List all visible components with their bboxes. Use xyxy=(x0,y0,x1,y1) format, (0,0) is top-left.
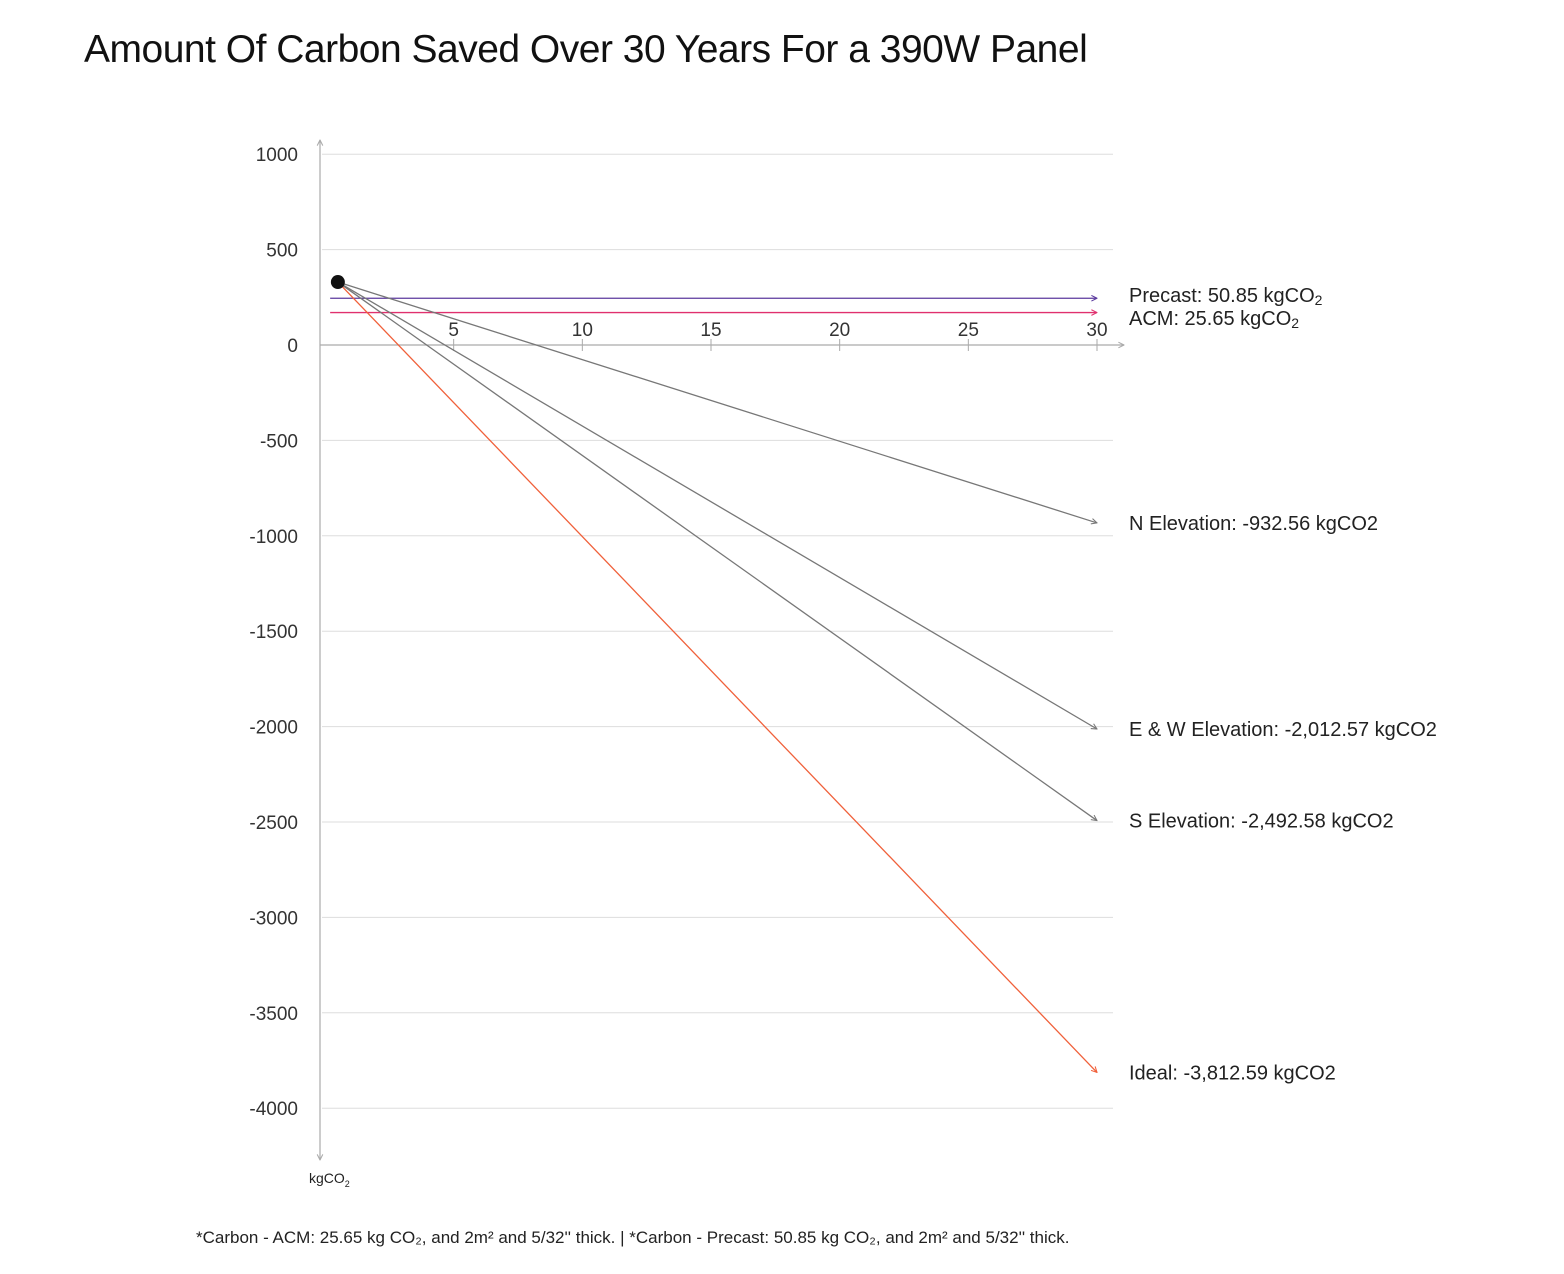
y-tick-label: -1000 xyxy=(249,527,298,548)
gridlines xyxy=(322,153,1113,1109)
series-line-e-w-elevation xyxy=(337,281,1097,729)
series-label-acm: ACM: 25.65 kgCO2 xyxy=(1129,308,1299,331)
y-tick-label: -3500 xyxy=(249,1004,298,1025)
y-tick-label: -2500 xyxy=(249,813,298,834)
series-line-n-elevation xyxy=(337,281,1097,523)
y-tick-label: 500 xyxy=(266,241,298,262)
series-label-precast: Precast: 50.85 kgCO2 xyxy=(1129,285,1323,308)
series-line-ideal xyxy=(337,281,1097,1072)
series-label-s-elevation: S Elevation: -2,492.58 kgCO2 xyxy=(1129,811,1394,833)
series-label-n-elevation: N Elevation: -932.56 kgCO2 xyxy=(1129,513,1378,535)
x-tick-label: 30 xyxy=(1086,320,1107,341)
y-tick-label: -500 xyxy=(260,431,298,452)
axis-unit-label: kgCO2 xyxy=(309,1170,350,1189)
y-tick-label: -4000 xyxy=(249,1099,298,1120)
x-tick-label: 10 xyxy=(572,320,593,341)
x-tick-label: 15 xyxy=(700,320,721,341)
y-tick-label: -1500 xyxy=(249,622,298,643)
y-tick-label: -3000 xyxy=(249,908,298,929)
chart-title: Amount Of Carbon Saved Over 30 Years For… xyxy=(84,28,1088,71)
series-label-e-w-elevation: E & W Elevation: -2,012.57 kgCO2 xyxy=(1129,719,1437,741)
x-tick-label: 25 xyxy=(958,320,979,341)
tick-labels: 1000 500 0 -500 -1000 -1500 -2000 -2500 -3000 -35… xyxy=(249,145,1107,1189)
series-lines xyxy=(330,275,1097,1072)
start-point xyxy=(330,275,345,290)
x-tick-label: 5 xyxy=(448,320,459,341)
y-tick-label: 0 xyxy=(287,336,298,357)
y-tick-label: 1000 xyxy=(256,145,298,166)
x-tick-label: 20 xyxy=(829,320,850,341)
y-tick-label: -2000 xyxy=(249,718,298,739)
axes xyxy=(320,140,1124,1160)
series-line-s-elevation xyxy=(337,281,1097,821)
footnote: *Carbon - ACM: 25.65 kg CO₂, and 2m² and… xyxy=(196,1228,1070,1247)
series-label-ideal: Ideal: -3,812.59 kgCO2 xyxy=(1129,1062,1336,1084)
